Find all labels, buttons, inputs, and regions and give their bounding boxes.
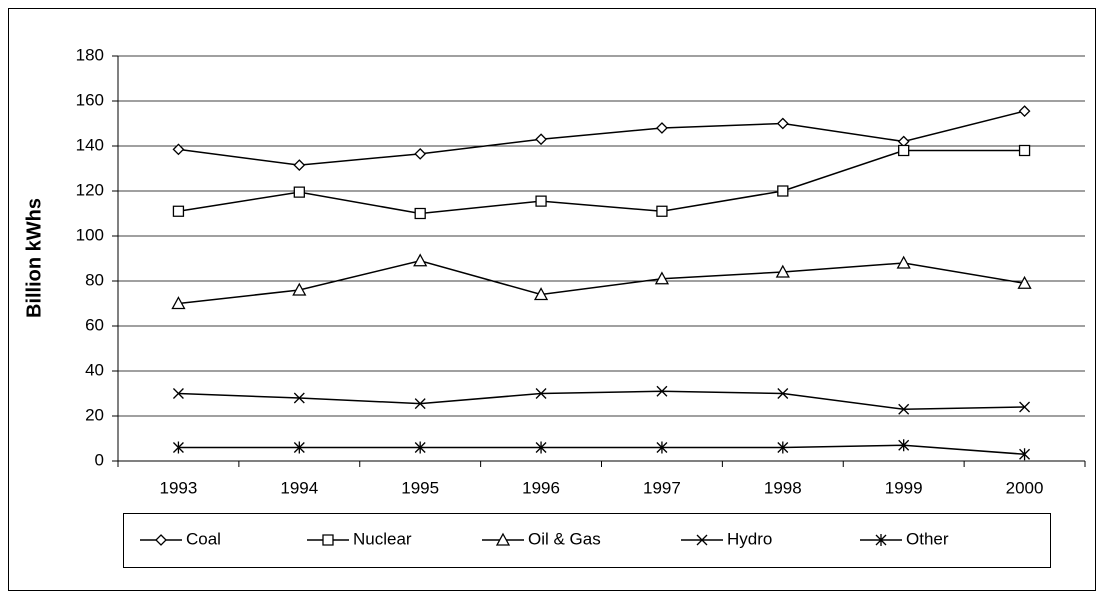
series-line — [178, 110, 1025, 166]
series-line — [178, 149, 1025, 215]
y-tick-label: 120 — [76, 180, 104, 199]
point-marker — [171, 296, 186, 310]
legend-marker — [155, 534, 167, 546]
point-marker — [777, 185, 789, 197]
y-tick-label: 100 — [76, 225, 104, 244]
point-marker — [1018, 144, 1031, 157]
legend-marker — [495, 532, 511, 546]
y-tick-label: 160 — [76, 90, 104, 109]
point-marker — [172, 388, 184, 399]
legend-marker — [875, 534, 887, 546]
y-tick-label: 140 — [76, 135, 104, 154]
point-marker — [293, 186, 305, 198]
point-marker — [896, 255, 911, 269]
point-marker — [654, 271, 670, 285]
legend-marker — [696, 534, 708, 546]
point-marker — [535, 388, 547, 399]
point-marker — [777, 441, 789, 454]
point-marker — [775, 264, 790, 278]
point-marker — [172, 205, 185, 217]
point-marker — [656, 122, 668, 134]
x-tick-label: 1994 — [280, 478, 318, 497]
point-marker — [1019, 448, 1031, 461]
legend-label: Coal — [186, 529, 221, 548]
y-axis-label: Billion kWhs — [23, 198, 45, 318]
point-marker — [656, 205, 668, 217]
point-marker — [172, 441, 184, 454]
point-marker — [293, 392, 305, 404]
point-marker — [292, 282, 307, 296]
x-tick-label: 1997 — [643, 478, 681, 497]
point-marker — [1019, 401, 1031, 413]
point-marker — [898, 144, 910, 157]
point-marker — [1018, 105, 1031, 118]
point-marker — [535, 195, 547, 207]
x-tick-label: 1993 — [160, 478, 198, 497]
y-tick-label: 40 — [85, 360, 104, 379]
point-marker — [898, 403, 910, 415]
point-marker — [414, 147, 427, 160]
point-marker — [533, 287, 549, 301]
y-tick-label: 80 — [85, 270, 104, 289]
point-marker — [414, 398, 426, 410]
x-tick-label: 1996 — [522, 478, 560, 497]
x-tick-label: 1999 — [885, 478, 923, 497]
point-marker — [777, 388, 789, 399]
chart-border — [8, 8, 1096, 591]
x-tick-label: 1995 — [401, 478, 439, 497]
y-tick-label: 60 — [85, 315, 104, 334]
point-marker — [414, 441, 426, 454]
point-marker — [535, 441, 547, 454]
y-tick-label: 180 — [76, 45, 104, 64]
legend-label: Oil & Gas — [528, 529, 601, 548]
point-marker — [414, 207, 426, 220]
point-marker — [293, 159, 306, 172]
legend-marker — [322, 534, 334, 546]
series-line — [178, 259, 1025, 305]
series-line — [178, 444, 1025, 455]
series-line — [178, 390, 1025, 411]
point-marker — [293, 441, 305, 454]
legend-label: Other — [906, 529, 949, 548]
point-marker — [656, 385, 668, 397]
x-tick-label: 2000 — [1006, 478, 1044, 497]
legend-label: Nuclear — [353, 529, 412, 548]
point-marker — [413, 253, 428, 267]
y-tick-label: 0 — [95, 450, 104, 469]
y-tick-label: 20 — [85, 405, 104, 424]
point-marker — [656, 441, 668, 454]
x-tick-label: 1998 — [764, 478, 802, 497]
point-marker — [535, 133, 547, 146]
legend-label: Hydro — [727, 529, 772, 548]
point-marker — [776, 117, 789, 130]
point-marker — [172, 143, 185, 156]
point-marker — [898, 439, 910, 452]
point-marker — [1017, 275, 1032, 289]
